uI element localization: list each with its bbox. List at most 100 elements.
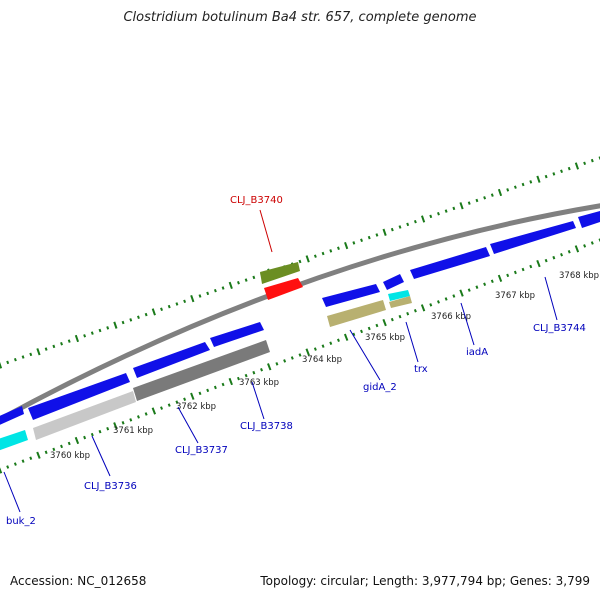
outer-tick bbox=[313, 254, 317, 258]
map-title: Clostridium botulinum Ba4 str. 657, comp… bbox=[123, 10, 477, 25]
gene-label[interactable]: iadA bbox=[466, 347, 488, 358]
inner-tick bbox=[459, 289, 464, 297]
gene-label-leader bbox=[251, 381, 265, 420]
outer-tick bbox=[305, 255, 310, 263]
inner-tick-ring bbox=[0, 238, 600, 474]
inner-tick bbox=[244, 373, 248, 378]
inner-tick bbox=[151, 407, 157, 415]
inner-tick bbox=[590, 241, 594, 245]
inner-tick bbox=[490, 279, 494, 284]
gene-arrow[interactable] bbox=[28, 373, 130, 420]
outer-tick bbox=[506, 188, 510, 192]
gene-label-leader bbox=[460, 302, 475, 346]
gene-labels: CLJ_B3740 buk_2 CLJ_B3736 CLJ_B3737 CLJ_B373… bbox=[3, 195, 586, 527]
outer-tick bbox=[344, 241, 349, 250]
gene-arrow[interactable] bbox=[210, 322, 264, 347]
gene-arrow[interactable] bbox=[389, 296, 412, 308]
gene-label[interactable]: buk_2 bbox=[6, 516, 36, 527]
inner-tick bbox=[144, 412, 148, 416]
outer-tick bbox=[452, 206, 456, 211]
inner-tick bbox=[236, 376, 240, 381]
accession-text: Accession: NC_012658 bbox=[10, 574, 147, 588]
outer-tick bbox=[29, 352, 33, 357]
outer-tick bbox=[467, 201, 471, 205]
gene-arrow[interactable] bbox=[260, 262, 300, 284]
gene-arrow[interactable] bbox=[133, 342, 210, 378]
gene-arrow[interactable] bbox=[0, 430, 28, 452]
scale-labels: 3760 kbp 3761 kbp 3762 kbp 3763 kbp 3764 kbp… bbox=[50, 271, 599, 461]
inner-tick bbox=[513, 270, 517, 275]
inner-tick bbox=[343, 333, 349, 341]
inner-tick bbox=[398, 314, 402, 319]
inner-tick bbox=[36, 451, 41, 459]
outer-tick bbox=[144, 312, 148, 317]
outer-tick bbox=[67, 339, 71, 343]
gene-arrow[interactable] bbox=[327, 300, 386, 327]
outer-tick bbox=[60, 342, 63, 346]
outer-tick bbox=[429, 214, 433, 219]
inner-tick bbox=[429, 303, 433, 307]
gene-label-leader bbox=[405, 321, 419, 363]
outer-tick bbox=[167, 304, 171, 309]
outer-tick bbox=[13, 357, 17, 362]
inner-tick bbox=[113, 422, 118, 430]
inner-tick bbox=[552, 255, 556, 260]
inner-tick bbox=[136, 415, 140, 419]
outer-tick bbox=[183, 299, 187, 304]
gene-arrow[interactable] bbox=[133, 340, 270, 401]
inner-tick bbox=[267, 363, 272, 371]
gene-arrow[interactable] bbox=[410, 247, 490, 279]
outer-tick bbox=[529, 180, 533, 184]
gene-label[interactable]: CLJ_B3744 bbox=[533, 323, 586, 334]
outer-tick bbox=[444, 209, 448, 213]
inner-tick bbox=[160, 406, 164, 410]
inner-tick bbox=[483, 282, 487, 286]
inner-tick bbox=[536, 259, 541, 268]
outer-tick bbox=[252, 275, 256, 280]
gene-arrow[interactable] bbox=[264, 278, 303, 300]
outer-tick bbox=[160, 307, 163, 312]
inner-tick bbox=[382, 318, 387, 327]
outer-tick bbox=[44, 347, 48, 351]
inner-tick bbox=[475, 285, 479, 289]
gene-label[interactable]: CLJ_B3740 bbox=[230, 195, 283, 206]
outer-tick-ring bbox=[0, 156, 600, 369]
gene-label[interactable]: CLJ_B3736 bbox=[84, 481, 137, 492]
gene-arrow[interactable] bbox=[383, 274, 404, 290]
inner-tick bbox=[497, 274, 503, 282]
outer-tick bbox=[113, 321, 118, 329]
inner-tick bbox=[452, 294, 456, 298]
gene-arrow[interactable] bbox=[578, 211, 600, 228]
outer-tick bbox=[352, 241, 356, 245]
gene-arrow[interactable] bbox=[490, 221, 576, 254]
inner-tick bbox=[529, 264, 533, 269]
outer-tick bbox=[237, 280, 240, 285]
inner-tick bbox=[206, 388, 210, 393]
inner-tick bbox=[336, 338, 340, 343]
outer-tick bbox=[483, 196, 487, 200]
gene-label[interactable]: CLJ_B3737 bbox=[175, 445, 228, 456]
outer-tick bbox=[590, 158, 594, 163]
outer-tick bbox=[83, 334, 87, 338]
gene-arrow[interactable] bbox=[388, 290, 410, 301]
inner-tick bbox=[67, 441, 71, 446]
gene-label[interactable]: gidA_2 bbox=[363, 382, 397, 393]
inner-tick bbox=[506, 273, 510, 278]
inner-tick bbox=[360, 329, 364, 334]
gene-label[interactable]: CLJ_B3738 bbox=[240, 421, 293, 432]
inner-tick bbox=[90, 432, 94, 437]
outer-tick bbox=[21, 355, 25, 359]
outer-tick bbox=[329, 249, 333, 253]
outer-tick bbox=[90, 331, 94, 335]
gene-arrow[interactable] bbox=[33, 391, 136, 440]
inner-tick bbox=[313, 347, 317, 351]
gene-label[interactable]: trx bbox=[414, 364, 428, 375]
outer-tick bbox=[367, 235, 371, 240]
inner-tick bbox=[252, 370, 256, 375]
gene-arrow[interactable] bbox=[322, 284, 380, 307]
gene-arrow[interactable] bbox=[0, 406, 24, 427]
outer-tick bbox=[175, 302, 179, 306]
inner-tick bbox=[83, 435, 87, 440]
outer-tick bbox=[513, 185, 517, 189]
outer-tick bbox=[190, 295, 195, 303]
